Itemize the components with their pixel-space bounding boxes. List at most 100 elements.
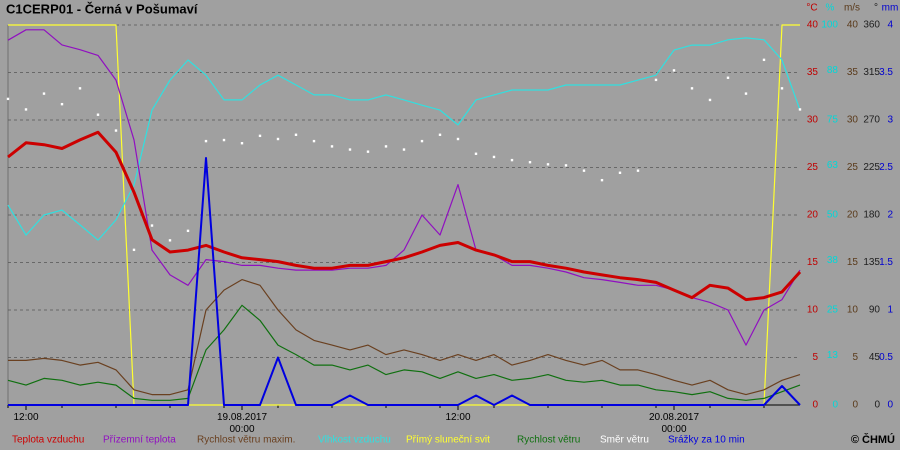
- wind-direction-dot: [510, 158, 514, 162]
- axis-unit: %: [826, 3, 835, 14]
- y-tick-label: 5: [852, 352, 858, 363]
- y-tick-label: 40: [807, 20, 819, 31]
- axis-unit: °: [874, 3, 878, 14]
- wind-direction-dot: [492, 155, 496, 159]
- wind-direction-dot: [762, 58, 766, 62]
- y-tick-label: 38: [827, 255, 839, 266]
- y-tick-label: 25: [827, 305, 839, 316]
- y-tick-label: 5: [812, 352, 818, 363]
- wind-direction-dot: [168, 239, 172, 242]
- wind-direction-dot: [474, 152, 478, 155]
- wind-direction-dot: [456, 137, 460, 141]
- axis-unit: °C: [806, 3, 817, 14]
- y-tick-label: 75: [827, 115, 839, 126]
- wind-direction-dot: [582, 169, 586, 172]
- y-tick-label: 10: [807, 305, 819, 316]
- y-tick-label: 45: [869, 352, 881, 363]
- x-tick-label: 20.08.2017 00:00: [649, 412, 699, 435]
- wind-direction-dot: [78, 87, 82, 90]
- wind-direction-dot: [150, 224, 154, 227]
- legend-entry: Rychlost větru maxim.: [197, 435, 295, 446]
- legend-entry: Vlhkost vzduchu: [318, 435, 391, 446]
- y-tick-label: 3: [887, 115, 893, 126]
- y-tick-label: 0: [852, 400, 858, 411]
- x-tick-label: 19.08.2017 00:00: [217, 412, 267, 435]
- y-tick-label: 360: [863, 20, 880, 31]
- legend-entry: Rychlost větru: [517, 435, 580, 446]
- wind-direction-dot: [708, 98, 712, 102]
- y-tick-label: 35: [807, 67, 819, 78]
- wind-direction-dot: [222, 138, 226, 142]
- wind-direction-dot: [618, 171, 622, 174]
- wind-direction-dot: [132, 248, 136, 252]
- legend-entry: Teplota vzduchu: [12, 435, 84, 446]
- y-tick-label: 1: [887, 305, 893, 316]
- wind-direction-dot: [114, 129, 118, 132]
- wind-direction-dot: [780, 87, 784, 90]
- wind-direction-dot: [24, 108, 28, 111]
- chart-title: C1CERP01 - Černá v Pošumaví: [6, 1, 198, 16]
- wind-direction-dot: [564, 164, 568, 167]
- legend-entry: Přímý sluneční svit: [406, 435, 490, 446]
- wind-direction-dot: [726, 76, 730, 79]
- wind-direction-dot: [204, 139, 208, 143]
- wind-direction-dot: [438, 133, 442, 136]
- y-tick-label: 20: [847, 210, 859, 221]
- y-tick-label: 1.5: [879, 257, 893, 268]
- wind-direction-dot: [42, 92, 46, 95]
- copyright: © ČHMÚ: [851, 433, 895, 446]
- y-tick-label: 30: [847, 115, 859, 126]
- y-tick-label: 15: [847, 257, 859, 268]
- wind-direction-dot: [420, 139, 424, 143]
- wind-direction-dot: [798, 108, 802, 111]
- legend-entry: Směr větru: [600, 435, 649, 446]
- wind-direction-dot: [402, 148, 406, 151]
- y-tick-label: 35: [847, 67, 859, 78]
- wind-direction-dot: [6, 97, 10, 101]
- legend-entry: Přízemní teplota: [103, 435, 176, 446]
- y-tick-label: 2: [887, 210, 893, 221]
- wind-direction-dot: [366, 150, 370, 153]
- wind-direction-dot: [744, 92, 748, 95]
- x-tick-label: 12:00: [445, 412, 470, 423]
- y-tick-label: 3.5: [879, 67, 893, 78]
- wind-direction-dot: [348, 148, 352, 151]
- y-tick-label: 13: [827, 350, 839, 361]
- wind-direction-dot: [276, 137, 280, 141]
- wind-direction-dot: [672, 69, 676, 72]
- y-tick-label: 0: [812, 400, 818, 411]
- axis-unit: mm: [882, 3, 899, 14]
- y-tick-label: 10: [847, 305, 859, 316]
- series-line: [7, 130, 802, 302]
- y-tick-label: 88: [827, 65, 839, 76]
- y-tick-label: 25: [807, 162, 819, 173]
- wind-direction-dot: [240, 142, 244, 145]
- y-tick-label: 180: [863, 210, 880, 221]
- y-tick-label: 0.5: [879, 352, 893, 363]
- legend-entry: Srážky za 10 min: [668, 435, 745, 446]
- y-tick-label: 0: [874, 400, 880, 411]
- y-tick-label: 4: [887, 20, 893, 31]
- series-line: [7, 304, 801, 401]
- series-line: [7, 37, 801, 241]
- axis-unit: m/s: [844, 3, 860, 14]
- y-tick-label: 15: [807, 257, 819, 268]
- y-tick-label: 315: [863, 67, 880, 78]
- y-tick-label: 50: [827, 210, 839, 221]
- y-tick-label: 0: [832, 400, 838, 411]
- y-tick-label: 30: [807, 115, 819, 126]
- wind-direction-dot: [294, 133, 298, 136]
- y-tick-label: 270: [863, 115, 880, 126]
- wind-direction-dot: [546, 163, 550, 166]
- y-tick-label: 25: [847, 162, 859, 173]
- wind-direction-dot: [654, 78, 658, 82]
- y-tick-label: 100: [821, 20, 838, 31]
- y-tick-label: 20: [807, 210, 819, 221]
- wind-direction-dot: [636, 169, 640, 172]
- wind-direction-dot: [186, 229, 190, 233]
- wind-direction-dot: [384, 145, 388, 148]
- wind-direction-dot: [312, 139, 316, 143]
- wind-direction-dot: [60, 102, 64, 106]
- wind-direction-dot: [600, 178, 604, 182]
